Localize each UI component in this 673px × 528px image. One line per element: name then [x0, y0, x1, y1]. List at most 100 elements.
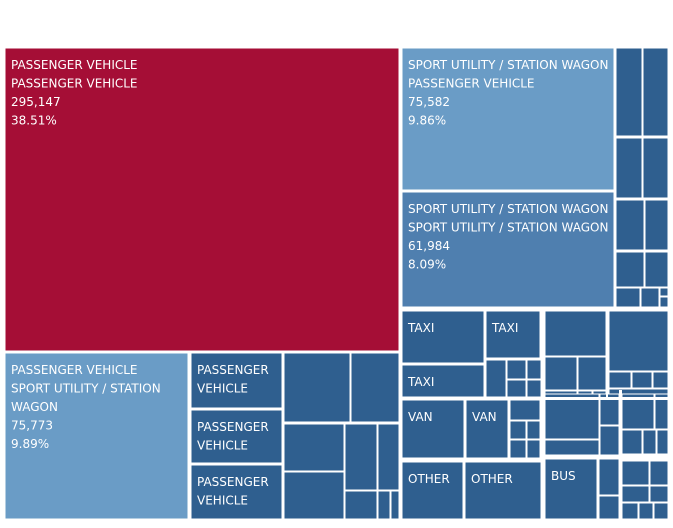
- treemap-tile-small[interactable]: [638, 502, 654, 520]
- group-separator: [606, 308, 608, 400]
- group-separator: [619, 390, 622, 528]
- tile-label: PASSENGER VEHICLE: [11, 77, 138, 91]
- treemap-tile-van-b[interactable]: [465, 399, 509, 459]
- treemap-tile-small[interactable]: [652, 371, 669, 389]
- treemap-tile-small[interactable]: [283, 423, 345, 472]
- tile-label: PASSENGER: [197, 363, 269, 377]
- treemap-tile-pv-b[interactable]: [190, 409, 283, 464]
- tile-label: VEHICLE: [197, 382, 248, 396]
- treemap-tile-small[interactable]: [615, 287, 641, 308]
- treemap-tile-small[interactable]: [640, 287, 660, 308]
- treemap-tile-pv-c[interactable]: [190, 464, 283, 520]
- treemap-tile-small[interactable]: [377, 490, 391, 520]
- treemap-tile-small[interactable]: [509, 420, 527, 440]
- treemap-tile-small[interactable]: [344, 423, 378, 491]
- treemap-tile-small[interactable]: [621, 502, 639, 520]
- treemap-tile-small[interactable]: [544, 393, 600, 440]
- treemap-tile-small[interactable]: [544, 356, 578, 391]
- treemap-tile-small[interactable]: [283, 352, 351, 423]
- treemap-tile-taxi-a[interactable]: [401, 310, 485, 364]
- treemap-tile-small[interactable]: [654, 393, 669, 430]
- treemap-tile-other-a[interactable]: [401, 461, 464, 520]
- group-separator: [541, 308, 544, 528]
- treemap-tile-small[interactable]: [390, 490, 400, 520]
- treemap-tile-small[interactable]: [526, 359, 542, 380]
- tile-label: VAN: [408, 410, 433, 424]
- treemap-tile-small[interactable]: [526, 439, 541, 459]
- treemap-tile-small[interactable]: [615, 251, 645, 288]
- treemap-tile-small[interactable]: [608, 371, 632, 389]
- treemap-tile-small[interactable]: [283, 471, 345, 520]
- tile-label: TAXI: [407, 321, 434, 335]
- treemap-tile-small[interactable]: [644, 199, 669, 251]
- tile-label: BUS: [551, 469, 576, 483]
- tile-label: OTHER: [471, 472, 513, 486]
- tile-label: SPORT UTILITY / STATION WAGON: [408, 202, 608, 216]
- tile-label: OTHER: [408, 472, 450, 486]
- tile-label: 38.51%: [11, 114, 57, 128]
- treemap-tile-small[interactable]: [621, 485, 650, 503]
- tile-label: VEHICLE: [197, 439, 248, 453]
- treemap-tile-small[interactable]: [642, 137, 669, 199]
- group-separator: [400, 308, 673, 311]
- tile-label: 61,984: [408, 239, 450, 253]
- tile-label: 9.86%: [408, 114, 446, 128]
- tile-label: 75,582: [408, 95, 450, 109]
- treemap-tile-pv-pv[interactable]: [4, 47, 400, 352]
- treemap-tile-small[interactable]: [344, 490, 378, 520]
- treemap-tile-small[interactable]: [598, 458, 620, 496]
- treemap-tile-small[interactable]: [526, 420, 541, 440]
- treemap-tile-small[interactable]: [631, 371, 653, 389]
- treemap-tile-taxi-c[interactable]: [401, 364, 485, 398]
- treemap-tile-small[interactable]: [350, 352, 400, 423]
- treemap-tile-small[interactable]: [642, 47, 669, 137]
- treemap-tile-small[interactable]: [659, 296, 669, 308]
- treemap-tile-small[interactable]: [485, 359, 507, 398]
- group-separator: [400, 397, 673, 400]
- treemap-tile-small[interactable]: [577, 356, 607, 391]
- treemap-tile-small[interactable]: [506, 379, 527, 398]
- tile-label: SPORT UTILITY / STATION: [11, 382, 161, 396]
- treemap-tile-small[interactable]: [644, 251, 669, 288]
- treemap-tile-bus-a[interactable]: [544, 458, 598, 520]
- tile-label: PASSENGER VEHICLE: [11, 363, 138, 377]
- treemap-tile-suv-suv[interactable]: [401, 191, 615, 308]
- treemap-tile-suv-pv[interactable]: [401, 47, 615, 191]
- treemap-tile-small[interactable]: [621, 460, 650, 486]
- treemap-tile-small[interactable]: [608, 310, 669, 372]
- treemap-tile-small[interactable]: [615, 47, 643, 137]
- tile-label: WAGON: [11, 400, 58, 414]
- treemap-tile-small[interactable]: [599, 425, 620, 456]
- treemap-tile-small[interactable]: [526, 379, 542, 398]
- tile-label: TAXI: [407, 375, 434, 389]
- tile-label: SPORT UTILITY / STATION WAGON: [408, 221, 608, 235]
- treemap-tile-small[interactable]: [598, 495, 620, 520]
- group-separator: [400, 45, 402, 525]
- treemap-tile-small[interactable]: [649, 460, 669, 486]
- treemap-tile-small[interactable]: [615, 199, 645, 251]
- tile-label: 295,147: [11, 95, 61, 109]
- treemap-tile-small[interactable]: [621, 429, 643, 455]
- tile-label: PASSENGER: [197, 475, 269, 489]
- tile-label: TAXI: [491, 321, 518, 335]
- treemap-tile-small[interactable]: [377, 423, 400, 491]
- treemap-tile-small[interactable]: [656, 429, 669, 455]
- treemap-tile-small[interactable]: [544, 310, 607, 357]
- treemap-tile-small[interactable]: [615, 137, 643, 199]
- treemap-tile-pv-suv[interactable]: [4, 352, 189, 520]
- treemap-tile-small[interactable]: [544, 439, 600, 456]
- treemap-tile-small[interactable]: [659, 287, 669, 297]
- tile-label: PASSENGER VEHICLE: [408, 77, 535, 91]
- treemap-tile-small[interactable]: [506, 359, 527, 380]
- treemap-tile-pv-a[interactable]: [190, 352, 283, 409]
- tile-label: VAN: [472, 410, 497, 424]
- treemap-tile-other-b[interactable]: [464, 461, 542, 520]
- treemap-tile-small[interactable]: [509, 399, 541, 421]
- tile-label: 75,773: [11, 419, 53, 433]
- treemap-tile-small[interactable]: [649, 485, 669, 503]
- tile-label: PASSENGER: [197, 420, 269, 434]
- treemap-tile-small[interactable]: [642, 429, 657, 455]
- treemap-tile-small[interactable]: [509, 439, 527, 459]
- treemap-tile-small[interactable]: [653, 502, 669, 520]
- treemap-tile-van-a[interactable]: [401, 399, 465, 459]
